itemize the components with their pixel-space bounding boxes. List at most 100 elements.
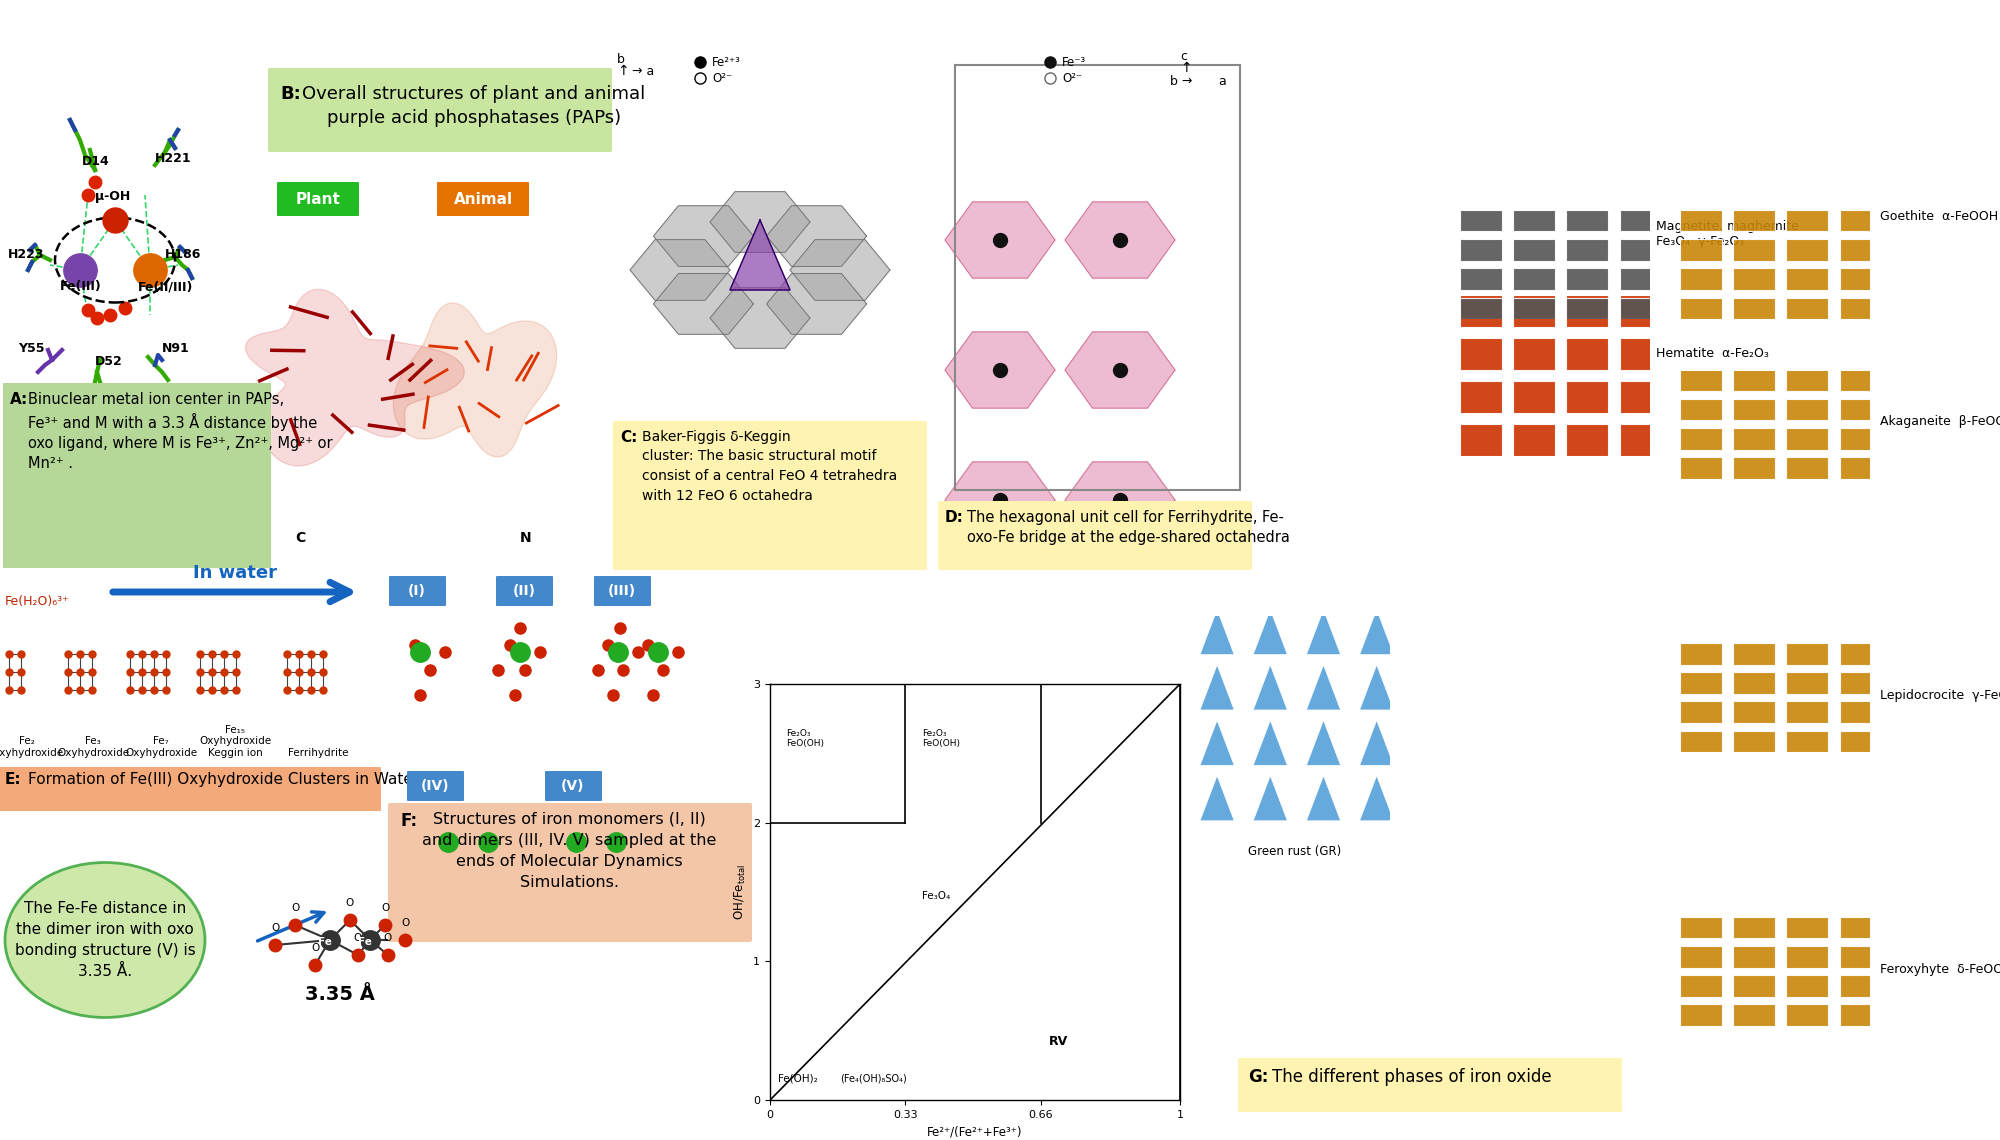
- Text: Fe(H₂O)₆³⁺: Fe(H₂O)₆³⁺: [4, 595, 70, 608]
- Bar: [1566, 337, 1608, 369]
- Bar: [1786, 210, 1828, 231]
- Text: Formation of Fe(III) Oxyhydroxide Clusters in Water: Formation of Fe(III) Oxyhydroxide Cluste…: [28, 772, 420, 787]
- Bar: [1734, 399, 1776, 421]
- Text: Feroxyhyte  δ-FeOOH: Feroxyhyte δ-FeOOH: [1880, 962, 2000, 976]
- Bar: [1620, 298, 1662, 319]
- Text: (III): (III): [608, 584, 636, 599]
- Polygon shape: [1306, 665, 1340, 710]
- Bar: [1514, 295, 1556, 327]
- Text: H221: H221: [156, 152, 192, 165]
- Polygon shape: [766, 205, 866, 267]
- Bar: [1786, 399, 1828, 421]
- Bar: [0, 0, 216, 570]
- Bar: [1566, 268, 1608, 290]
- Bar: [1566, 381, 1608, 413]
- Polygon shape: [946, 202, 1056, 278]
- Bar: [1786, 369, 1828, 391]
- Text: Fe(II/III): Fe(II/III): [138, 280, 194, 293]
- Text: Fe₁₅
Oxyhydroxide
Keggin ion: Fe₁₅ Oxyhydroxide Keggin ion: [198, 725, 272, 758]
- Bar: [1680, 239, 1722, 261]
- Text: Akaganeite  β-FeOOH: Akaganeite β-FeOOH: [1880, 415, 2000, 429]
- Bar: [1734, 917, 1776, 938]
- Text: Fe₂O₃
FeO(OH): Fe₂O₃ FeO(OH): [786, 728, 824, 749]
- Polygon shape: [1064, 332, 1176, 408]
- Text: Goethite  α-FeOOH: Goethite α-FeOOH: [1880, 210, 1998, 223]
- Text: Baker-Figgis δ-Keggin
cluster: The basic structural motif
consist of a central F: Baker-Figgis δ-Keggin cluster: The basic…: [642, 430, 898, 503]
- FancyBboxPatch shape: [0, 767, 380, 811]
- Bar: [1566, 210, 1608, 231]
- FancyBboxPatch shape: [544, 771, 602, 801]
- Bar: [1620, 337, 1662, 369]
- Bar: [1734, 673, 1776, 694]
- Bar: [1840, 701, 1882, 723]
- Text: Plant: Plant: [296, 192, 340, 206]
- Polygon shape: [1306, 775, 1340, 821]
- Bar: [1786, 643, 1828, 665]
- Bar: [1734, 1004, 1776, 1026]
- Bar: [1680, 975, 1722, 996]
- Text: a: a: [1218, 75, 1226, 88]
- Bar: [1460, 295, 1502, 327]
- Text: H186: H186: [164, 249, 202, 261]
- Text: b: b: [616, 52, 624, 66]
- Bar: [1566, 424, 1608, 456]
- Bar: [1734, 946, 1776, 968]
- Bar: [1840, 731, 1882, 752]
- Polygon shape: [394, 303, 556, 457]
- Bar: [1620, 295, 1662, 327]
- Bar: [1786, 268, 1828, 290]
- Text: O: O: [384, 933, 392, 943]
- Text: Fe₃O₄: Fe₃O₄: [922, 891, 950, 901]
- Text: The Fe-Fe distance in
the dimer iron with oxo
bonding structure (V) is
3.35 Å.: The Fe-Fe distance in the dimer iron wit…: [14, 901, 196, 979]
- Bar: [1514, 424, 1556, 456]
- Bar: [1460, 210, 1502, 231]
- Polygon shape: [946, 462, 1056, 538]
- Bar: [1786, 1004, 1828, 1026]
- Bar: [1680, 457, 1722, 479]
- Bar: [1840, 239, 1882, 261]
- FancyBboxPatch shape: [388, 803, 752, 942]
- Text: D:: D:: [946, 510, 964, 526]
- Polygon shape: [946, 332, 1056, 408]
- Bar: [0, 597, 376, 762]
- Bar: [1840, 399, 1882, 421]
- Bar: [1514, 381, 1556, 413]
- FancyBboxPatch shape: [408, 771, 464, 801]
- Text: O: O: [400, 918, 410, 928]
- Text: Fe(OH)₂: Fe(OH)₂: [778, 1074, 818, 1083]
- Text: E:: E:: [4, 772, 22, 787]
- Bar: [1680, 917, 1722, 938]
- Polygon shape: [1306, 610, 1340, 654]
- Polygon shape: [790, 239, 890, 300]
- Bar: [1786, 975, 1828, 996]
- FancyBboxPatch shape: [436, 182, 528, 215]
- Polygon shape: [1360, 665, 1394, 710]
- Text: O: O: [380, 903, 390, 913]
- Bar: [1840, 673, 1882, 694]
- Bar: [1620, 268, 1662, 290]
- Bar: [1680, 1004, 1722, 1026]
- Bar: [1460, 298, 1502, 319]
- Text: C:: C:: [620, 430, 638, 445]
- Bar: [1620, 210, 1662, 231]
- Polygon shape: [1064, 202, 1176, 278]
- Bar: [370, 580, 760, 940]
- Bar: [1786, 701, 1828, 723]
- Bar: [1734, 428, 1776, 449]
- Polygon shape: [1200, 775, 1234, 821]
- Bar: [1680, 428, 1722, 449]
- Text: O: O: [290, 903, 300, 913]
- Polygon shape: [1360, 610, 1394, 654]
- Bar: [1734, 643, 1776, 665]
- Bar: [1620, 424, 1662, 456]
- Bar: [1514, 239, 1556, 261]
- Bar: [1786, 428, 1828, 449]
- Text: H223: H223: [8, 249, 44, 261]
- Bar: [1680, 643, 1722, 665]
- FancyBboxPatch shape: [496, 576, 552, 606]
- Text: Hematite  α-Fe₂O₃: Hematite α-Fe₂O₃: [1656, 347, 1768, 360]
- Polygon shape: [246, 290, 464, 466]
- Bar: [616, 60, 924, 420]
- Bar: [1680, 268, 1722, 290]
- Bar: [1840, 268, 1882, 290]
